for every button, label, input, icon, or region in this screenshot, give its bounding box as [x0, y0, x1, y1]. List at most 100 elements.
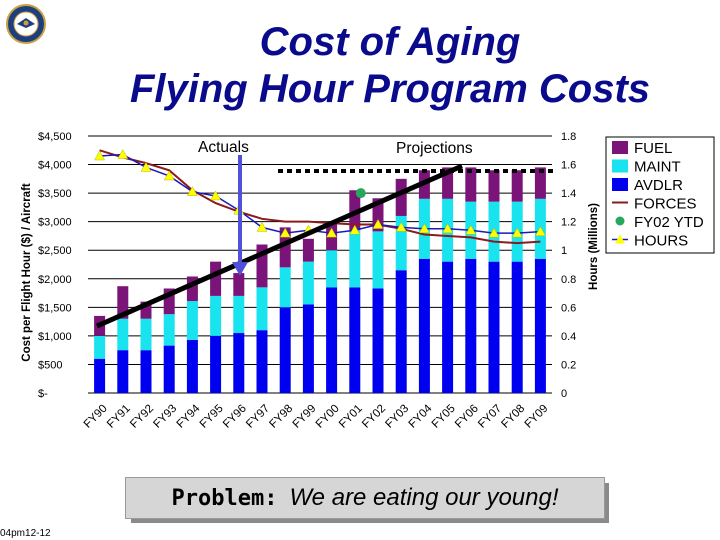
hours-point	[395, 221, 407, 232]
x-tick-label: FY98	[267, 403, 295, 431]
x-tick-label: FY97	[244, 403, 272, 431]
bar-maint-fy97	[256, 287, 268, 331]
x-tick-label: FY06	[453, 403, 481, 431]
fy02-ytd-point	[355, 188, 366, 199]
bar-maint-fy02	[372, 231, 384, 289]
y-tick-label: $4,000	[38, 160, 72, 172]
bar-maint-fy93	[163, 314, 175, 346]
x-tick-label: FY08	[499, 403, 527, 431]
x-tick-label: FY94	[175, 402, 203, 430]
bar-avdlr-fy92	[140, 350, 152, 393]
y2-tick-label: 0.4	[561, 331, 576, 343]
bar-fuel-fy96	[233, 273, 245, 296]
bar-avdlr-fy97	[256, 330, 268, 393]
legend-maint-swatch	[612, 159, 628, 173]
bar-maint-fy91	[117, 318, 129, 351]
bars-group	[94, 167, 546, 393]
bar-maint-fy90	[94, 335, 106, 359]
y-tick-label: $-	[38, 388, 48, 400]
title-line-1: Cost of Aging	[259, 20, 521, 64]
y-tick-label: $1,000	[38, 331, 72, 343]
bar-fuel-fy01	[349, 190, 361, 231]
y2-axis-title: Hours (Millions)	[588, 203, 600, 290]
bar-avdlr-fy02	[372, 288, 384, 393]
bar-fuel-fy99	[302, 238, 314, 262]
hours-point	[372, 219, 384, 229]
bar-avdlr-fy07	[488, 261, 500, 393]
y2-tick-label: 0.2	[561, 359, 576, 371]
hours-point	[186, 186, 198, 196]
bar-maint-fy03	[395, 215, 407, 271]
hours-point	[94, 150, 106, 161]
bar-avdlr-fy01	[349, 287, 361, 393]
bar-fuel-fy03	[395, 178, 407, 216]
x-tick-label: FY05	[430, 403, 458, 431]
y2-tick-label: 1.8	[561, 131, 576, 143]
bar-fuel-fy09	[534, 167, 546, 199]
bar-avdlr-fy00	[326, 287, 338, 393]
legend-avdlr-label: AVDLR	[634, 177, 683, 194]
hours-point	[465, 224, 477, 235]
hours-point	[442, 223, 454, 234]
title-line-2: Flying Hour Program Costs	[129, 67, 651, 111]
hours-point	[418, 223, 430, 234]
y-tick-label: $1,500	[38, 302, 72, 314]
x-tick-label: FY02	[360, 403, 388, 431]
x-tick-label: FY07	[476, 403, 504, 431]
x-tick-label: FY95	[198, 403, 226, 431]
actuals-label: Actuals	[198, 139, 249, 156]
annotations: Actuals Projections	[95, 139, 556, 329]
y2-tick-label: 1.6	[561, 160, 576, 172]
bar-avdlr-fy96	[233, 333, 245, 393]
y-tick-label: $2,000	[38, 274, 72, 286]
bar-avdlr-fy95	[210, 335, 222, 393]
hours-point	[140, 161, 152, 172]
bar-maint-fy01	[349, 230, 361, 288]
bar-maint-fy99	[302, 261, 314, 305]
problem-label: Problem:	[171, 485, 278, 511]
hours-point	[163, 170, 175, 181]
y-tick-label: $4,500	[38, 131, 72, 143]
bar-maint-fy00	[326, 250, 338, 288]
y2-tick-label: 0.8	[561, 274, 576, 286]
bar-avdlr-fy09	[534, 258, 546, 393]
legend-fuel-label: FUEL	[634, 140, 672, 157]
bar-avdlr-fy94	[186, 339, 198, 393]
bar-fuel-fy05	[442, 167, 454, 199]
bar-fuel-fy92	[140, 301, 152, 319]
bar-maint-fy96	[233, 295, 245, 334]
y2-tick-label: 0.6	[561, 302, 576, 314]
bar-avdlr-fy06	[465, 258, 477, 393]
x-tick-label: FY99	[291, 403, 319, 431]
hours-point	[534, 226, 546, 236]
projections-label: Projections	[396, 140, 473, 157]
hours-point	[349, 224, 361, 235]
x-tick-label: FY04	[407, 402, 435, 430]
hours-point	[117, 149, 129, 159]
hours-point	[210, 190, 222, 201]
y2-tick-label: 1.2	[561, 217, 576, 229]
x-tick-label: FY00	[314, 403, 342, 431]
bar-fuel-fy94	[186, 276, 198, 302]
bar-avdlr-fy04	[418, 258, 430, 393]
y-tick-label: $3,500	[38, 188, 72, 200]
y-tick-label: $2,500	[38, 245, 72, 257]
bar-fuel-fy95	[210, 261, 222, 296]
gridlines	[88, 135, 552, 394]
footer-code: 04pm12-12	[0, 528, 51, 539]
bar-avdlr-fy03	[395, 270, 407, 393]
bar-avdlr-fy08	[511, 261, 523, 393]
bar-avdlr-fy90	[94, 358, 106, 393]
legend-frame	[605, 136, 715, 254]
bar-fuel-fy97	[256, 244, 268, 288]
x-tick-label: FY92	[128, 403, 156, 431]
bar-maint-fy94	[186, 301, 198, 340]
bar-maint-fy92	[140, 318, 152, 351]
x-tick-label: FY96	[221, 403, 249, 431]
hours-point	[511, 227, 523, 238]
x-tick-label: FY01	[337, 403, 365, 431]
x-tick-label: FY03	[383, 403, 411, 431]
bar-avdlr-fy05	[442, 261, 454, 393]
problem-box: Problem: We are eating our young!	[125, 477, 605, 519]
